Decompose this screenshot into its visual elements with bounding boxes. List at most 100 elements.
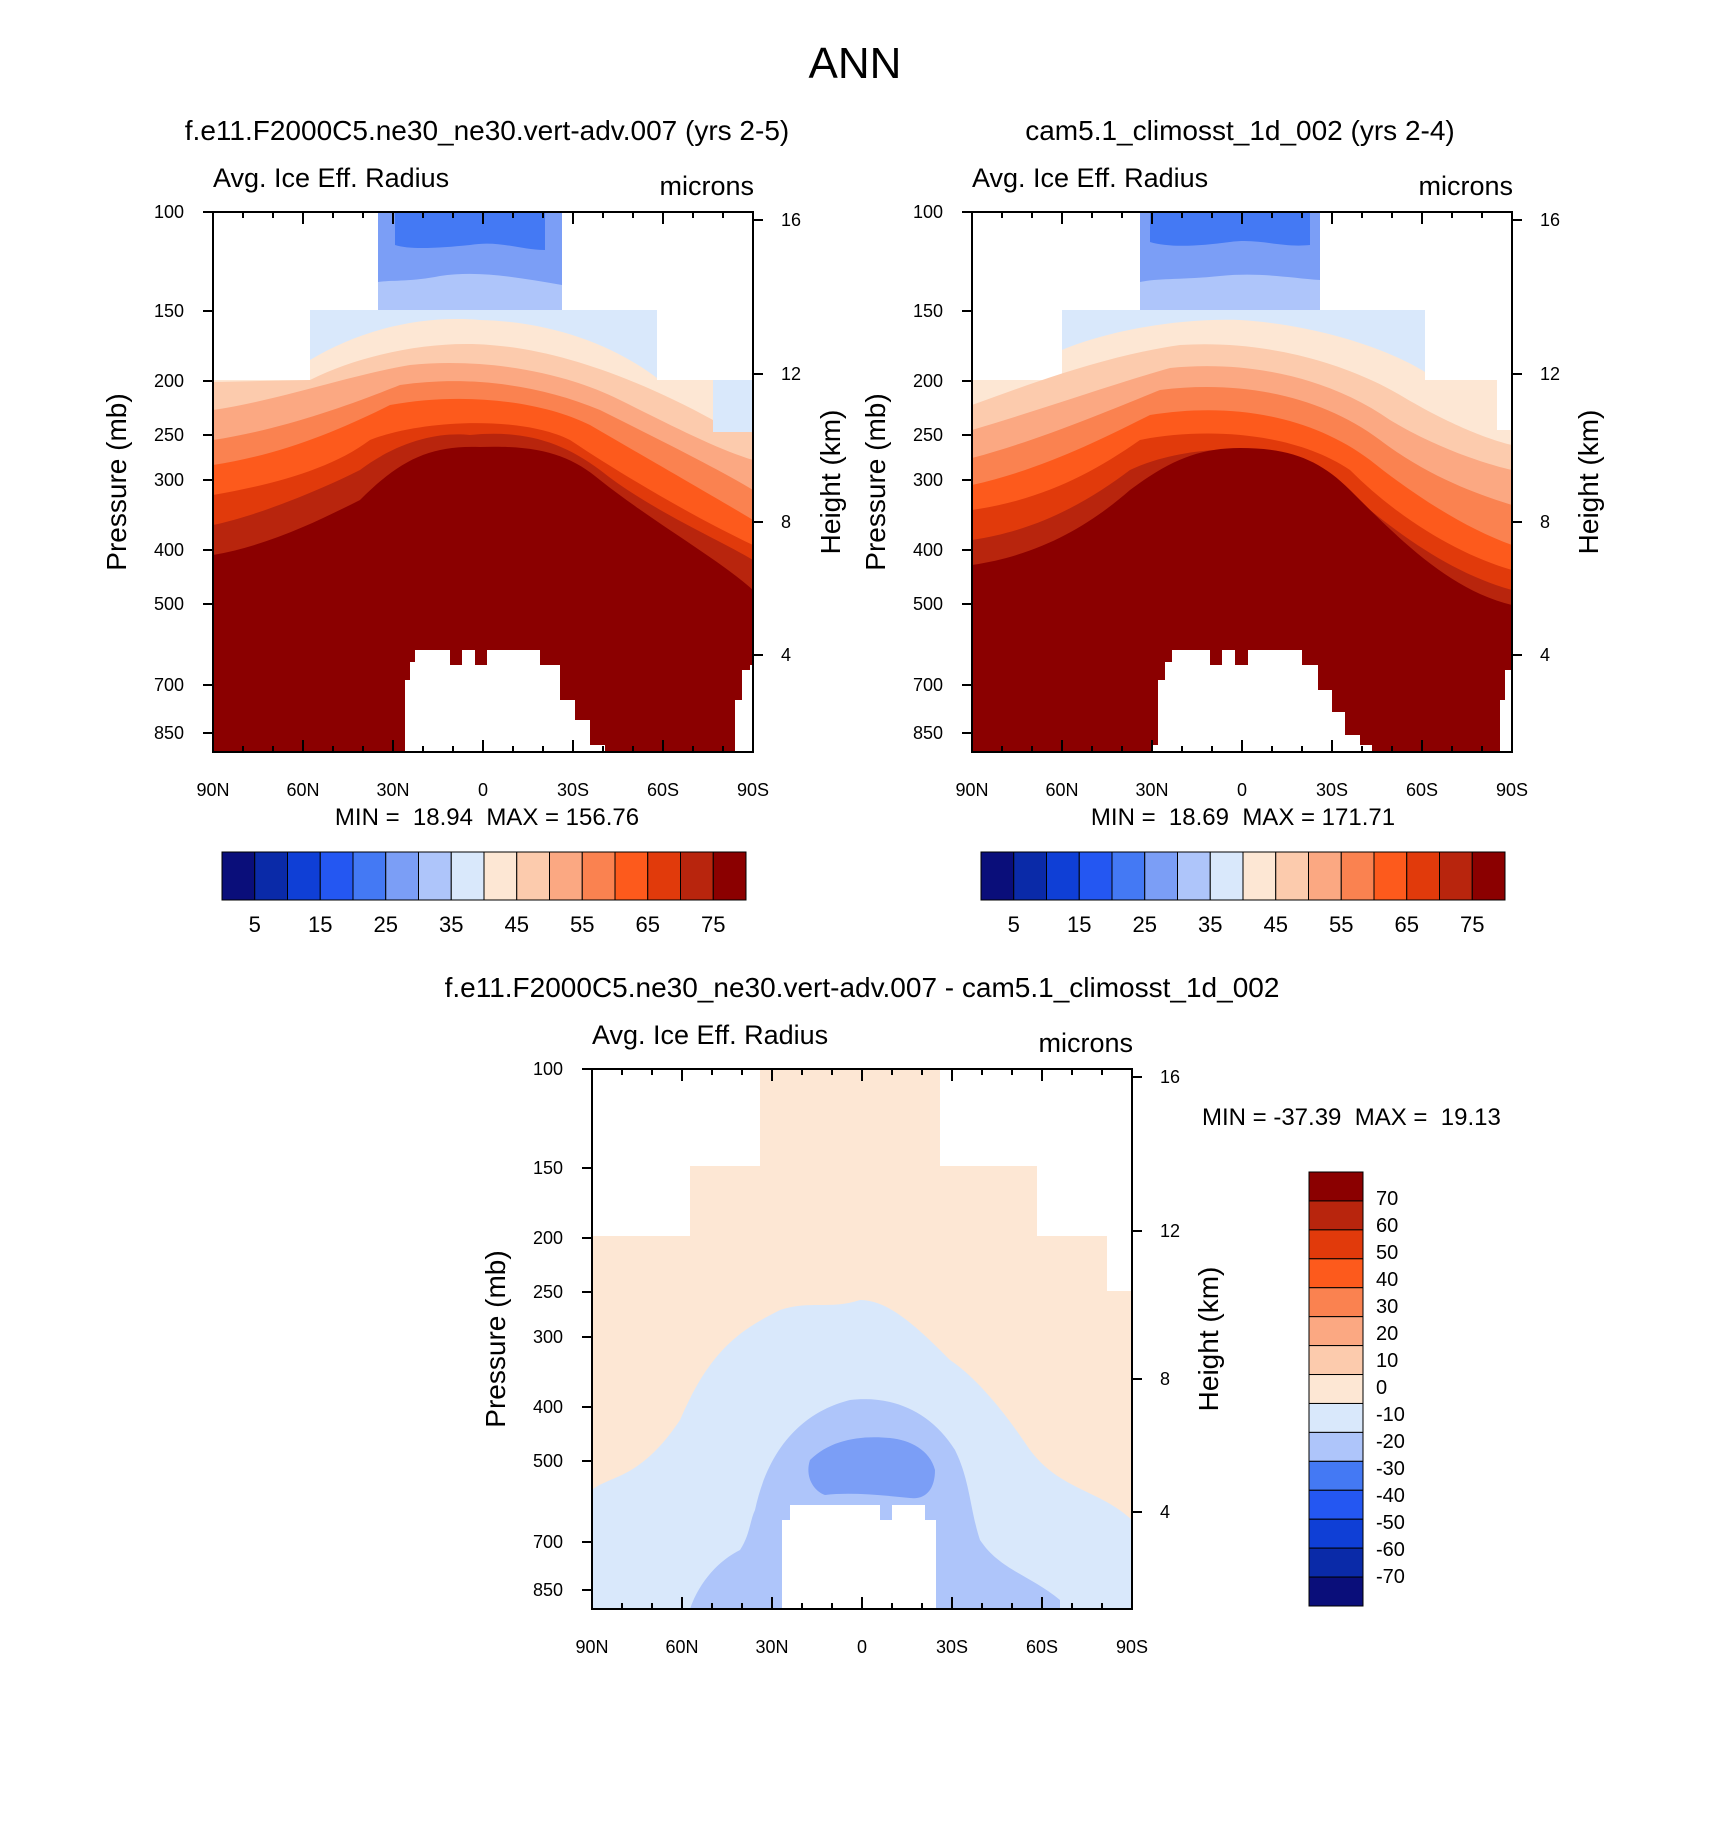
- colorbar-cell: [1308, 1576, 1364, 1607]
- colorbar-cell: [1308, 1374, 1364, 1404]
- y-tick-label: 100: [154, 202, 184, 222]
- colorbar-cell: [450, 851, 485, 901]
- colorbar-cell: [1308, 1200, 1364, 1231]
- y-axis-left: 100 150 200 250 300 400 500 700 850 Pres…: [101, 202, 184, 743]
- colorbar-cell: [549, 851, 583, 901]
- colorbar-cell: [1439, 851, 1473, 901]
- colorbar-label: 45: [1264, 912, 1288, 937]
- y-tick-label: 150: [913, 301, 943, 321]
- colorbar-cell: [581, 851, 616, 901]
- contour-field: [213, 212, 753, 752]
- height-tick-label: 4: [1540, 645, 1550, 665]
- colorbar-cell: [516, 851, 550, 901]
- x-tick-label: 30S: [557, 780, 589, 800]
- colorbar-label: 20: [1376, 1323, 1398, 1345]
- height-tick-label: 8: [1160, 1369, 1170, 1389]
- colorbar-cell: [483, 851, 518, 901]
- panel-title: cam5.1_climosst_1d_002 (yrs 2-4): [1025, 115, 1455, 146]
- y-tick-label: 150: [154, 301, 184, 321]
- colorbar-label: 15: [308, 912, 332, 937]
- colorbar-cell: [1308, 1258, 1364, 1289]
- colorbar-label: 60: [1376, 1215, 1398, 1237]
- colorbar-label: -60: [1376, 1539, 1405, 1561]
- right-subtitle: microns: [659, 171, 754, 201]
- x-tick-label: 0: [1237, 780, 1247, 800]
- x-tick-label: 0: [478, 780, 488, 800]
- contour-band-neg20: [808, 1437, 935, 1499]
- x-tick-label: 90S: [1116, 1637, 1148, 1657]
- panel-difference: f.e11.F2000C5.ne30_ne30.vert-adv.007 - c…: [445, 972, 1501, 1657]
- colorbar-label: 40: [1376, 1269, 1398, 1291]
- y-tick-label: 250: [154, 425, 184, 445]
- x-tick-label: 90N: [196, 780, 229, 800]
- panel-model-1: f.e11.F2000C5.ne30_ne30.vert-adv.007 (yr…: [101, 115, 846, 937]
- x-tick-label: 30N: [755, 1637, 788, 1657]
- colorbar-cell: [1308, 1460, 1364, 1491]
- colorbar-cell: [712, 851, 747, 901]
- colorbar-cell: [418, 851, 452, 901]
- colorbar-cell: [1406, 851, 1440, 901]
- colorbar-cell: [254, 851, 288, 901]
- colorbar-label: -10: [1376, 1404, 1405, 1426]
- y-tick-label: 200: [533, 1228, 563, 1248]
- colorbar-cell: [1242, 851, 1277, 901]
- colorbar-label: 55: [570, 912, 594, 937]
- x-axis: 90N 60N 30N 0 30S 60S 90S: [575, 1637, 1148, 1657]
- y-tick-label: 250: [913, 425, 943, 445]
- y-axis-title: Pressure (mb): [101, 393, 132, 570]
- height-tick-label: 8: [781, 512, 791, 532]
- colorbar-cell: [647, 851, 681, 901]
- x-tick-label: 90S: [1496, 780, 1528, 800]
- colorbar-cell: [1471, 851, 1506, 901]
- height-tick-label: 12: [1160, 1221, 1180, 1241]
- y-tick-label: 150: [533, 1158, 563, 1178]
- contour-band-16: [213, 446, 753, 752]
- colorbar-cell: [1046, 851, 1080, 901]
- y-tick-label: 300: [533, 1327, 563, 1347]
- height-tick-label: 12: [781, 364, 801, 384]
- colorbar-label: 65: [636, 912, 660, 937]
- colorbar-cell: [1177, 851, 1211, 901]
- y-axis-right-title: Height (km): [815, 410, 846, 555]
- x-tick-label: 60N: [1045, 780, 1078, 800]
- colorbar-cell: [1373, 851, 1408, 901]
- page-title: ANN: [809, 39, 902, 88]
- y-tick-label: 500: [154, 594, 184, 614]
- missing-orography: [1152, 650, 1372, 752]
- colorbar-label: -40: [1376, 1485, 1405, 1507]
- colorbar-cell: [1308, 1316, 1364, 1347]
- height-tick-label: 16: [1540, 210, 1560, 230]
- colorbar-cell: [1308, 1489, 1364, 1520]
- y-axis-right: 16 12 8 4 Height (km): [1160, 1067, 1224, 1522]
- x-tick-label: 30N: [376, 780, 409, 800]
- colorbar: 5 15 25 35 45 55 65 75: [980, 851, 1506, 937]
- x-tick-label: 60N: [286, 780, 319, 800]
- colorbar: 5 15 25 35 45 55 65 75: [221, 851, 747, 937]
- colorbar-cell: [1308, 1431, 1364, 1462]
- y-tick-label: 200: [913, 371, 943, 391]
- colorbar: 70 60 50 40 30 20 10 0 -10 -20 -30 -40 -…: [1308, 1171, 1405, 1607]
- contour-field: [972, 212, 1512, 752]
- min-max-label: MIN = -37.39 MAX = 19.13: [1202, 1104, 1501, 1131]
- colorbar-cell: [1209, 851, 1244, 901]
- x-tick-label: 30S: [1316, 780, 1348, 800]
- contour-band-5: [395, 212, 545, 250]
- y-tick-label: 400: [913, 540, 943, 560]
- y-tick-label: 850: [533, 1580, 563, 1600]
- y-tick-label: 700: [913, 675, 943, 695]
- colorbar-label: 45: [505, 912, 529, 937]
- y-tick-label: 300: [154, 470, 184, 490]
- colorbar-cell: [1308, 1402, 1364, 1433]
- y-tick-label: 850: [154, 723, 184, 743]
- colorbar-label: 5: [249, 912, 261, 937]
- colorbar-cell: [1340, 851, 1375, 901]
- colorbar-cell: [1308, 1547, 1364, 1578]
- colorbar-cell: [1308, 851, 1342, 901]
- left-subtitle: Avg. Ice Eff. Radius: [592, 1020, 828, 1050]
- colorbar-cell: [1308, 1171, 1364, 1202]
- colorbar-label: 75: [1460, 912, 1484, 937]
- colorbar-label: 30: [1376, 1296, 1398, 1318]
- colorbar-label: 75: [701, 912, 725, 937]
- x-tick-label: 90N: [575, 1637, 608, 1657]
- colorbar-label: -30: [1376, 1458, 1405, 1480]
